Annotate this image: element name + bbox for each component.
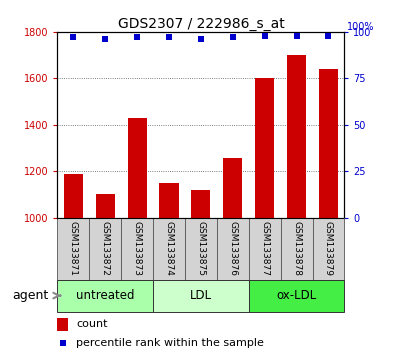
Bar [191,190,210,218]
Text: agent: agent [12,289,48,302]
Text: ox-LDL: ox-LDL [276,289,316,302]
Text: GSM133875: GSM133875 [196,221,205,276]
Point [229,35,236,40]
Bar [286,55,306,218]
Bar [318,69,337,218]
Bar [159,183,178,218]
Text: GSM133871: GSM133871 [69,221,78,276]
Point [133,35,140,40]
Bar [57,318,67,331]
Bar [216,218,248,280]
Bar [121,218,153,280]
Point [197,36,204,42]
Bar [248,218,280,280]
Text: 100%: 100% [346,22,374,32]
Point [292,33,299,39]
Bar [248,280,344,312]
Title: GDS2307 / 222986_s_at: GDS2307 / 222986_s_at [117,17,283,31]
Bar [127,118,146,218]
Bar [222,159,242,218]
Text: LDL: LDL [189,289,211,302]
Point [324,33,331,39]
Bar [280,218,312,280]
Bar [254,78,274,218]
Text: GSM133879: GSM133879 [323,221,332,276]
Point [165,35,172,40]
Point [261,33,267,39]
Bar [57,218,89,280]
Point [102,36,108,42]
Bar [153,218,184,280]
Text: GSM133877: GSM133877 [260,221,269,276]
Point [59,340,66,346]
Bar [89,218,121,280]
Bar [64,173,83,218]
Text: untreated: untreated [76,289,134,302]
Text: GSM133878: GSM133878 [291,221,300,276]
Point [70,35,76,40]
Bar [184,218,216,280]
Bar [57,280,153,312]
Text: percentile rank within the sample: percentile rank within the sample [76,338,263,348]
Bar [95,194,115,218]
Bar [312,218,344,280]
Text: GSM133876: GSM133876 [228,221,237,276]
Text: GSM133872: GSM133872 [101,221,110,276]
Text: GSM133874: GSM133874 [164,221,173,276]
Text: count: count [76,319,108,329]
Bar [153,280,248,312]
Text: GSM133873: GSM133873 [132,221,141,276]
